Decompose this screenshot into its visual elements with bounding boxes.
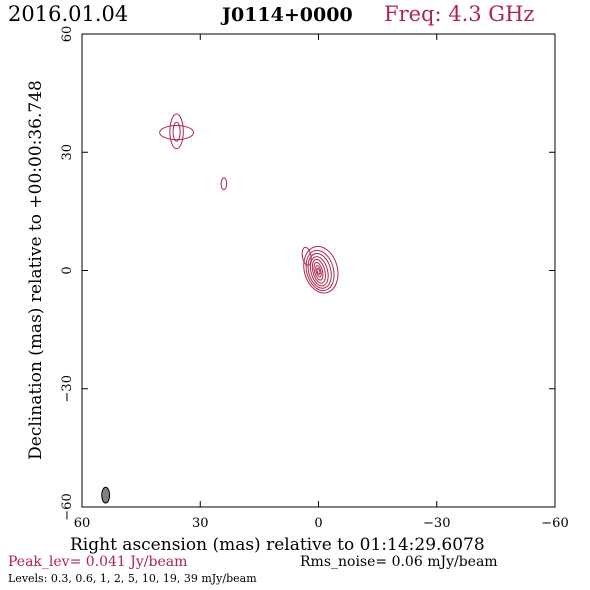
peak-level: Peak_lev= 0.041 Jy/beam [8, 554, 188, 570]
plot-frame [81, 33, 556, 508]
x-tick-label: 60 [74, 516, 91, 531]
contour-core [315, 265, 322, 278]
contour-component-36-35 [159, 124, 195, 141]
frequency-label: Freq: 4.3 GHz [384, 2, 535, 26]
contour-core [313, 261, 324, 281]
y-tick-label: 0 [60, 266, 75, 274]
y-axis-label: Declination (mas) relative to +00:00:36.… [26, 80, 46, 460]
contour-component-36-35 [169, 113, 184, 150]
x-tick-label: −60 [541, 516, 568, 531]
rms-noise: Rms_noise= 0.06 mJy/beam [300, 554, 498, 570]
contour-levels: Levels: 0.3, 0.6, 1, 2, 5, 10, 19, 39 mJ… [8, 572, 257, 585]
source-name: J0114+0000 [222, 4, 353, 26]
contour-component-36-35 [172, 121, 181, 142]
contour-core [303, 245, 339, 294]
contour-core [307, 253, 332, 289]
x-tick-label: 30 [192, 516, 209, 531]
contour-component-24-22 [220, 177, 228, 191]
y-tick-label: 60 [60, 26, 75, 43]
x-tick-label: −30 [423, 516, 450, 531]
contour-core-extension [301, 246, 312, 266]
observation-date: 2016.01.04 [8, 2, 129, 26]
x-tick-label: 0 [314, 516, 322, 531]
contour-core [311, 258, 326, 284]
y-tick-label: −60 [60, 493, 75, 520]
x-axis-label: Right ascension (mas) relative to 01:14:… [70, 535, 485, 555]
contour-core [316, 267, 321, 275]
y-tick-label: −30 [60, 375, 75, 402]
contour-core [305, 249, 335, 292]
beam-ellipse [101, 486, 111, 504]
contour-core [309, 256, 329, 287]
y-tick-label: 30 [60, 144, 75, 161]
